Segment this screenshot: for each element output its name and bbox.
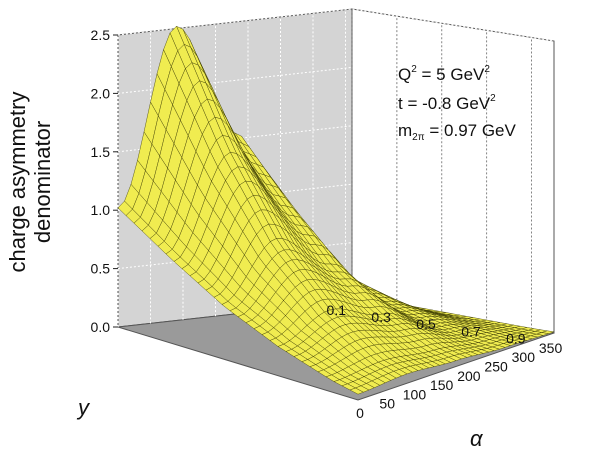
chart-ticks: 0.0 0.5 1.0 1.5 2.0 2.5 0.1 0.3 0.5 0.7 0.9 0 50 1001… (91, 27, 563, 421)
z-tick-label: 0.5 (91, 261, 111, 277)
z-tick-label: 2.5 (91, 27, 111, 43)
z-axis-title-line2: denominator (30, 121, 55, 243)
z-tick-label: 1.0 (91, 202, 111, 218)
alpha-tick-label: 50 (379, 396, 395, 412)
z-tick-label: 0.0 (91, 319, 111, 335)
annotation-block: Q2 = 5 GeV2 t = -0.8 GeV2 m2π = 0.97 GeV (398, 64, 517, 143)
y-tick-label: 0.1 (327, 302, 347, 318)
z-axis-title-line1: charge asymmetry (5, 92, 30, 273)
alpha-tick-label: 200 (457, 368, 481, 384)
y-axis-title: y (76, 395, 91, 420)
side-wall (351, 8, 555, 334)
alpha-tick-label: 300 (512, 349, 536, 365)
y-tick-label: 0.7 (461, 323, 481, 339)
surface-plot (117, 25, 555, 395)
surface-cell (349, 387, 364, 395)
alpha-tick-label: 350 (539, 340, 563, 356)
z-tick-label: 2.0 (91, 85, 111, 101)
z-tick-label: 1.5 (91, 144, 111, 160)
alpha-tick-label: 150 (430, 377, 454, 393)
alpha-tick-label: 100 (403, 386, 427, 402)
alpha-axis-title: α (470, 426, 484, 451)
annotation-t: t = -0.8 GeV2 (398, 93, 496, 113)
alpha-tick-label: 0 (356, 405, 364, 421)
alpha-tick-label: 250 (484, 358, 508, 374)
y-tick-label: 0.5 (416, 316, 436, 332)
y-tick-label: 0.9 (506, 330, 526, 346)
annotation-q2: Q2 = 5 GeV2 (398, 64, 490, 84)
y-tick-label: 0.3 (371, 309, 391, 325)
annotation-m: m2π = 0.97 GeV (398, 121, 517, 143)
